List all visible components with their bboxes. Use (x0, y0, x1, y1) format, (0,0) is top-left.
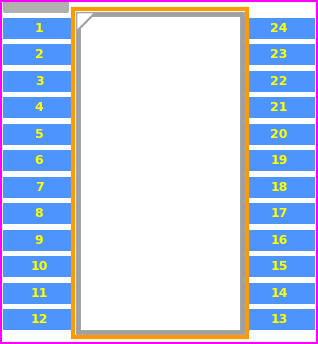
Text: 23: 23 (270, 48, 288, 61)
Bar (243, 177, 315, 198)
Bar (3, 203, 75, 224)
Text: 17: 17 (270, 207, 288, 220)
Bar (243, 283, 315, 304)
Bar (3, 230, 75, 251)
Bar (243, 203, 315, 224)
Text: 22: 22 (270, 75, 288, 88)
Text: 13: 13 (270, 313, 288, 326)
Text: 21: 21 (270, 101, 288, 114)
Text: 4: 4 (35, 101, 43, 114)
Bar (3, 124, 75, 145)
Bar (3, 150, 75, 171)
Bar (243, 44, 315, 65)
Text: 15: 15 (270, 260, 288, 273)
Bar (243, 230, 315, 251)
Text: 6: 6 (35, 154, 43, 167)
FancyBboxPatch shape (3, 0, 69, 13)
Text: 20: 20 (270, 128, 288, 141)
Bar (3, 177, 75, 198)
Text: 11: 11 (30, 287, 48, 300)
Text: 10: 10 (30, 260, 48, 273)
Text: 18: 18 (270, 181, 288, 194)
Text: 2: 2 (35, 48, 43, 61)
Bar (243, 124, 315, 145)
Text: 16: 16 (270, 234, 288, 247)
Bar (3, 44, 75, 65)
Text: 24: 24 (270, 22, 288, 35)
Bar (3, 256, 75, 277)
Text: 7: 7 (35, 181, 43, 194)
Text: 19: 19 (270, 154, 288, 167)
Bar (78, 14, 242, 332)
Polygon shape (78, 14, 94, 30)
Bar (3, 97, 75, 118)
Bar (3, 283, 75, 304)
Bar (243, 150, 315, 171)
Text: 3: 3 (35, 75, 43, 88)
Text: 8: 8 (35, 207, 43, 220)
Bar (3, 309, 75, 330)
Text: 12: 12 (30, 313, 48, 326)
Text: 14: 14 (270, 287, 288, 300)
Bar (243, 71, 315, 92)
Bar (73, 9, 247, 337)
Bar (243, 309, 315, 330)
Text: 5: 5 (35, 128, 43, 141)
Bar (243, 97, 315, 118)
Bar (243, 256, 315, 277)
Bar (3, 18, 75, 39)
Bar (243, 18, 315, 39)
Text: 9: 9 (35, 234, 43, 247)
Bar (3, 71, 75, 92)
Text: 1: 1 (35, 22, 43, 35)
